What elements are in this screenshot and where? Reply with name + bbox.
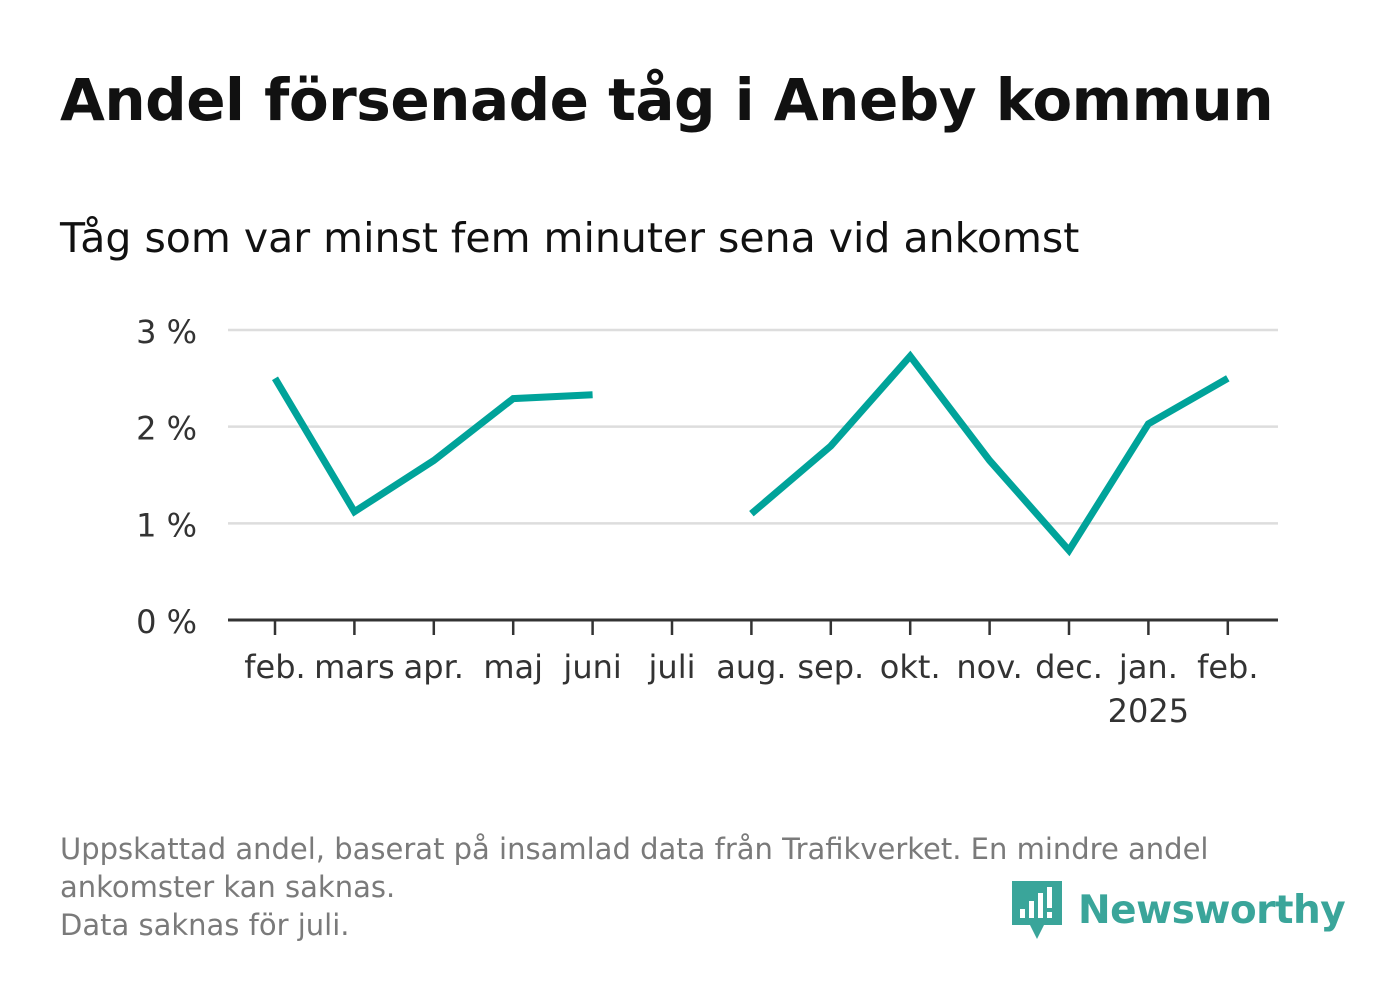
footnote-line-1: Uppskattad andel, baserat på insamlad da… — [60, 832, 1209, 866]
chart-subtitle: Tåg som var minst fem minuter sena vid a… — [60, 214, 1080, 262]
x-tick-label: feb. — [1197, 648, 1258, 686]
x-tick-label: nov. — [956, 648, 1022, 686]
x-tick-label: maj — [483, 648, 543, 686]
x-tick-sublabel: 2025 — [1108, 692, 1189, 730]
x-tick-label: mars — [314, 648, 395, 686]
x-tick-label: juli — [648, 648, 696, 686]
y-tick-label: 1 % — [136, 506, 197, 544]
x-axis — [228, 618, 1278, 635]
x-tick-label: sep. — [797, 648, 864, 686]
brand-name: Newsworthy — [1078, 887, 1346, 933]
footnote-line-3: Data saknas för juli. — [60, 908, 350, 942]
x-tick-label: juni — [562, 648, 621, 686]
series-lines — [271, 350, 1230, 557]
brand-logo: Newsworthy — [1010, 878, 1346, 942]
y-tick-label: 3 % — [136, 313, 197, 351]
newsworthy-logo-icon — [1012, 881, 1062, 939]
x-tick-label: apr. — [404, 648, 464, 686]
x-tick-label: dec. — [1035, 648, 1103, 686]
footnote: Uppskattad andel, baserat på insamlad da… — [60, 830, 1340, 944]
x-axis-tick-labels: feb. mars apr. maj juni juli aug. sep. okt. nov. d… — [244, 648, 1258, 730]
x-tick-label: feb. — [244, 648, 305, 686]
x-tick-label: aug. — [716, 648, 786, 686]
y-tick-label: 0 % — [136, 603, 197, 641]
x-tick-label: okt. — [880, 648, 941, 686]
y-axis-tick-labels: 0 % 1 % 2 % 3 % — [136, 313, 197, 641]
footnote-line-2: ankomster kan saknas. — [60, 870, 396, 904]
x-tick-label: jan. — [1118, 648, 1178, 686]
series-line-segment-2 — [749, 350, 1230, 557]
series-line-segment-1 — [271, 376, 593, 517]
chart-title: Andel försenade tåg i Aneby kommun — [60, 66, 1274, 134]
gridlines — [228, 328, 1278, 525]
y-tick-label: 2 % — [136, 410, 197, 448]
